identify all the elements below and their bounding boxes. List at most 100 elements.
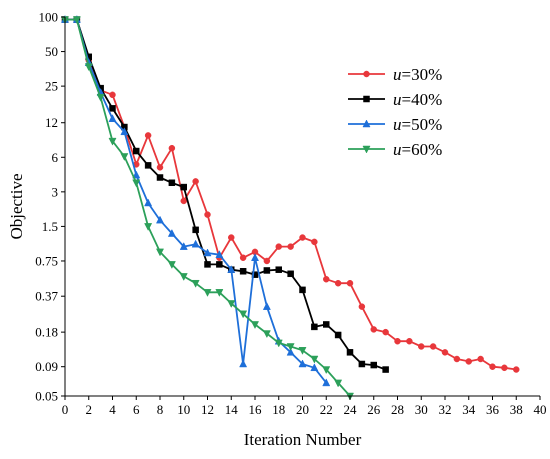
data-point-marker xyxy=(191,239,200,248)
data-point-marker xyxy=(465,358,472,365)
series-group xyxy=(60,15,331,387)
y-tick-label: 50 xyxy=(45,44,58,59)
data-point-marker xyxy=(192,226,199,234)
data-point-marker xyxy=(144,132,152,139)
legend-label-variable: u xyxy=(393,115,402,134)
legend-label-value: =30% xyxy=(402,65,443,84)
data-point-marker xyxy=(96,94,105,102)
series-group xyxy=(60,16,355,401)
data-point-marker xyxy=(299,234,306,241)
x-axis-title: Iteration Number xyxy=(244,430,362,449)
data-point-marker xyxy=(362,145,371,154)
data-point-marker xyxy=(346,349,354,356)
data-point-marker xyxy=(429,343,437,350)
x-tick-label: 6 xyxy=(133,402,140,417)
y-axis-title: Objective xyxy=(7,173,26,239)
x-tick-label: 0 xyxy=(62,402,69,417)
data-point-marker xyxy=(334,331,342,339)
data-point-marker xyxy=(109,91,116,99)
data-point-marker xyxy=(358,360,366,368)
data-point-marker xyxy=(287,270,294,278)
data-point-marker xyxy=(204,261,211,268)
data-point-marker xyxy=(155,248,165,257)
data-point-marker xyxy=(228,234,235,241)
data-point-marker xyxy=(120,127,129,136)
data-point-marker xyxy=(203,248,212,257)
data-point-marker xyxy=(382,328,389,336)
data-point-marker xyxy=(180,197,187,205)
data-point-marker xyxy=(250,321,260,329)
legend: u=30%u=40%u=50%u=60% xyxy=(348,65,442,159)
y-tick-label: 3 xyxy=(52,184,59,199)
data-point-marker xyxy=(274,339,283,348)
data-point-marker xyxy=(441,349,449,356)
data-point-marker xyxy=(513,366,520,373)
data-point-marker xyxy=(489,363,496,370)
data-point-marker xyxy=(263,257,271,265)
data-point-marker xyxy=(239,254,247,262)
data-point-marker xyxy=(275,266,282,273)
data-point-marker xyxy=(418,343,425,350)
data-point-marker xyxy=(168,179,176,187)
data-point-marker xyxy=(216,261,223,268)
legend-label-value: =60% xyxy=(402,140,443,159)
data-point-marker xyxy=(501,364,508,372)
data-point-marker xyxy=(310,363,319,372)
data-point-marker xyxy=(363,95,370,103)
series-line xyxy=(65,18,386,371)
data-point-marker xyxy=(346,279,354,287)
y-tick-label: 0.37 xyxy=(35,289,58,304)
y-tick-label: 0.09 xyxy=(35,359,58,374)
data-point-marker xyxy=(394,337,401,345)
data-point-marker xyxy=(72,16,81,25)
data-point-marker xyxy=(179,273,188,281)
data-point-marker xyxy=(239,310,248,319)
data-point-marker xyxy=(358,303,366,310)
legend-label-variable: u xyxy=(393,140,402,159)
y-tick-label: 100 xyxy=(39,10,59,25)
x-tick-label: 24 xyxy=(344,402,358,417)
data-point-marker xyxy=(155,215,165,224)
data-point-marker xyxy=(323,321,330,328)
data-point-marker xyxy=(191,279,200,288)
legend-label-variable: u xyxy=(393,65,402,84)
data-point-marker xyxy=(239,268,247,275)
series-line xyxy=(65,18,517,371)
data-point-marker xyxy=(363,70,370,78)
data-point-marker xyxy=(167,261,176,269)
data-point-marker xyxy=(382,366,389,373)
data-point-marker xyxy=(109,105,116,112)
data-point-marker xyxy=(370,326,377,333)
series-line xyxy=(65,18,328,384)
data-point-marker xyxy=(275,243,282,250)
y-axis-ticks: 100 50 25 12 6 3 1.5 0.75 0.37 0.18 0.09 0.05 xyxy=(35,10,65,404)
data-point-marker xyxy=(323,275,330,283)
data-point-marker xyxy=(192,178,199,185)
data-point-marker xyxy=(263,267,271,274)
data-point-marker xyxy=(156,174,164,181)
data-point-marker xyxy=(144,162,152,169)
x-tick-label: 14 xyxy=(225,402,239,417)
x-tick-label: 18 xyxy=(272,402,285,417)
x-tick-label: 4 xyxy=(109,402,116,417)
data-point-marker xyxy=(311,323,318,331)
data-point-marker xyxy=(477,355,484,363)
x-tick-label: 38 xyxy=(510,402,523,417)
x-axis-ticks: 0 2 4 6 8 10 12 14 16 18 20 22 24 26 28 30 32 34 36 38 40 xyxy=(62,396,547,417)
data-point-marker xyxy=(310,355,319,364)
x-tick-label: 16 xyxy=(249,402,263,417)
data-point-marker xyxy=(251,271,259,278)
legend-label: u=60% xyxy=(393,140,442,159)
data-point-marker xyxy=(108,137,117,146)
legend-label-value: =50% xyxy=(402,115,443,134)
x-tick-label: 22 xyxy=(320,402,333,417)
data-point-marker xyxy=(406,337,413,345)
data-point-marker xyxy=(215,250,224,258)
x-tick-label: 34 xyxy=(462,402,476,417)
y-tick-label: 6 xyxy=(52,150,59,165)
y-tick-label: 0.05 xyxy=(35,389,58,404)
data-point-marker xyxy=(227,265,236,273)
data-point-marker xyxy=(298,347,307,355)
data-point-marker xyxy=(132,170,141,179)
